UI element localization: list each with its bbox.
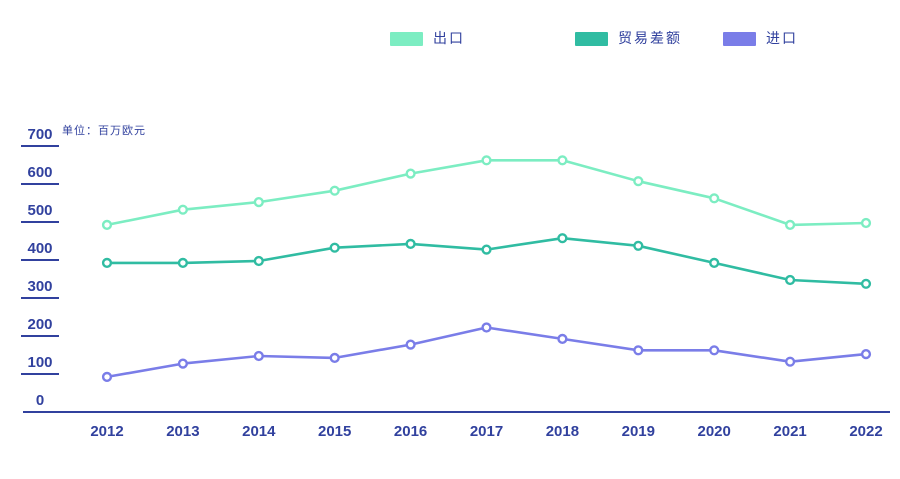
legend-item-trade-balance[interactable]: 贸易差额 (575, 30, 682, 47)
x-tick-2021: 2021 (773, 423, 807, 440)
trade-balance-point-2016[interactable] (405, 238, 416, 250)
y-tick-200: 200 (21, 315, 59, 337)
legend-item-imports[interactable]: 进口 (723, 30, 798, 47)
y-tick-100: 100 (21, 353, 59, 375)
trade-balance-point-2014[interactable] (253, 255, 264, 267)
x-tick-2015: 2015 (318, 423, 352, 440)
imports-point-2022[interactable] (860, 349, 872, 360)
exports-point-2021[interactable] (784, 219, 796, 231)
exports-point-2015[interactable] (329, 185, 340, 196)
x-tick-2019: 2019 (621, 423, 655, 440)
exports-point-2018[interactable] (557, 155, 568, 166)
trade-balance-point-2018[interactable] (557, 233, 568, 244)
x-tick-2022: 2022 (849, 423, 883, 440)
trade-balance-point-2021[interactable] (784, 274, 796, 286)
y-tick-300: 300 (21, 277, 59, 299)
exports-point-2016[interactable] (405, 168, 416, 179)
imports-point-2016[interactable] (405, 339, 416, 350)
x-tick-2014: 2014 (242, 423, 276, 440)
exports-point-2020[interactable] (709, 193, 720, 204)
imports-point-2019[interactable] (633, 345, 644, 356)
imports-point-2012[interactable] (101, 371, 113, 383)
exports-point-2017[interactable] (481, 155, 492, 166)
imports-point-2021[interactable] (784, 356, 796, 367)
x-tick-2018: 2018 (545, 423, 580, 440)
y-tick-0: 0 (35, 392, 45, 409)
exports-point-2022[interactable] (860, 217, 872, 229)
legend-label-exports: 出口 (433, 30, 465, 46)
exports-line (106, 159, 867, 227)
exports-point-2012[interactable] (101, 219, 113, 231)
imports-point-2017[interactable] (481, 322, 492, 333)
trade-balance-point-2017[interactable] (481, 244, 492, 255)
trade-balance-point-2015[interactable] (329, 242, 340, 253)
x-tick-2016: 2016 (393, 423, 428, 440)
imports-point-2013[interactable] (177, 358, 189, 369)
legend-item-exports[interactable]: 出口 (390, 30, 465, 47)
imports-point-2020[interactable] (709, 345, 720, 356)
y-tick-600: 600 (21, 163, 59, 185)
x-tick-2020: 2020 (697, 423, 731, 440)
x-tick-2013: 2013 (166, 423, 200, 440)
imports-point-2015[interactable] (329, 352, 340, 364)
legend-swatch-trade-balance (575, 31, 608, 46)
y-tick-500: 500 (21, 201, 59, 223)
legend-swatch-imports (723, 31, 756, 46)
imports-line (106, 326, 867, 379)
legend-label-trade-balance: 贸易差额 (618, 30, 682, 46)
trade-balance-point-2013[interactable] (177, 257, 189, 269)
x-tick-2012: 2012 (90, 423, 124, 440)
legend-label-imports: 进口 (766, 30, 798, 46)
trade-balance-point-2022[interactable] (860, 278, 872, 289)
y-tick-700: 700 (21, 125, 59, 147)
unit-label: 单位：百万欧元 (62, 125, 146, 137)
trade-balance-point-2012[interactable] (101, 257, 113, 269)
exports-point-2014[interactable] (253, 197, 264, 208)
trade-balance-point-2020[interactable] (709, 257, 720, 269)
exports-point-2019[interactable] (633, 176, 644, 187)
trade-balance-point-2019[interactable] (633, 240, 644, 251)
imports-point-2014[interactable] (253, 350, 264, 362)
y-tick-400: 400 (21, 239, 59, 261)
x-tick-2017: 2017 (469, 423, 504, 440)
legend-swatch-exports (390, 31, 423, 46)
x-axis-line (23, 411, 890, 413)
exports-point-2013[interactable] (177, 204, 189, 215)
imports-point-2018[interactable] (557, 333, 568, 345)
